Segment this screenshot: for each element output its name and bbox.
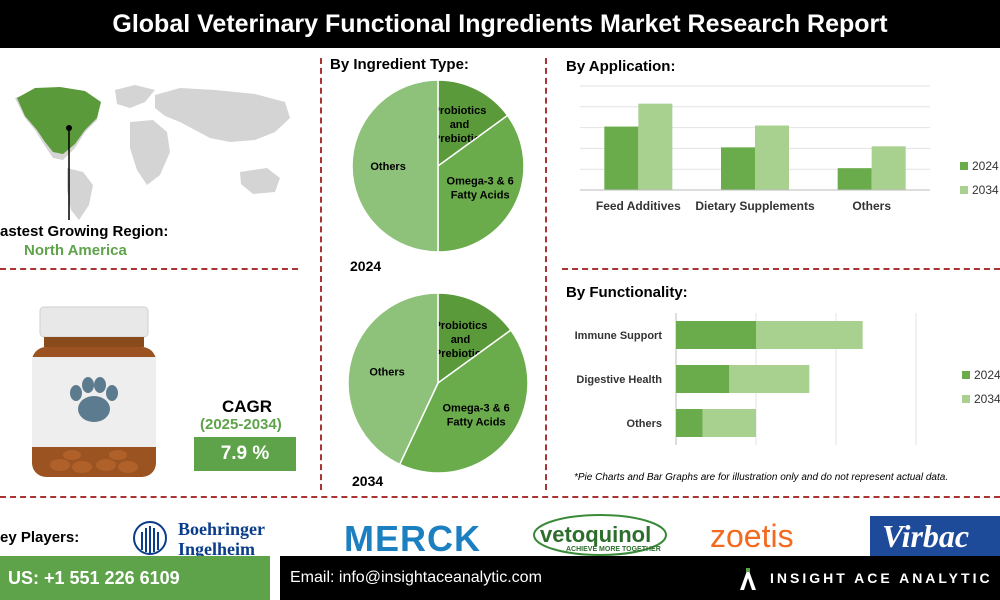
functionality-bar-chart: Immune Support Digestive Health Others 2024… — [575, 313, 1000, 445]
insight-ace-logo-icon — [740, 568, 756, 590]
divider-left — [320, 58, 322, 490]
app-bar-2034-2 — [871, 146, 906, 190]
virbac-logo-box: Virbac — [870, 516, 1000, 558]
func-legend-label-2024: 2024 — [974, 368, 1000, 382]
func-legend-swatch-2034 — [962, 395, 970, 403]
pie-slice-omega-3-6-fatty-acids — [398, 329, 529, 474]
pie-section-title: By Ingredient Type: — [330, 56, 469, 73]
func-legend-swatch-2024 — [962, 371, 970, 379]
pie-label-omega-3-6-fatty-acids: Omega-3 & 6 Fatty Acids — [447, 175, 514, 201]
boehringer-logo-line1: Boehringer — [178, 519, 265, 539]
region-label: astest Growing Region: — [0, 223, 169, 240]
func-bar-2024-2 — [676, 409, 703, 437]
supplement-jar — [32, 306, 156, 477]
app-bar-2034-0 — [638, 103, 673, 190]
vetoquinol-logo-ring — [533, 514, 667, 556]
pie-slice-omega-3-6-fatty-acids — [437, 114, 525, 253]
application-title: By Application: — [566, 58, 676, 75]
app-category-label: Dietary Supplements — [695, 199, 815, 213]
pie-year-2034: 2034 — [352, 473, 384, 489]
disclaimer: *Pie Charts and Bar Graphs are for illus… — [574, 472, 949, 483]
zoetis-logo: zoetis — [710, 518, 794, 554]
app-bar-2024-1 — [721, 147, 755, 190]
cagr-value: 7.9 % — [194, 437, 296, 471]
pie-slice-others — [347, 292, 439, 466]
key-players-label: ey Players: — [0, 529, 80, 546]
divider-region — [0, 268, 298, 270]
phone-bar: US: +1 551 226 6109 — [0, 556, 270, 600]
cagr-years: (2025-2034) — [200, 416, 282, 433]
func-category-label: Immune Support — [575, 330, 663, 342]
app-category-label: Others — [852, 199, 891, 213]
func-bar-2034-2 — [702, 409, 756, 437]
app-category-label: Feed Additives — [596, 199, 681, 213]
app-legend-label-2034: 2034 — [972, 183, 999, 197]
divider-bottom — [0, 496, 1000, 498]
divider-charts — [562, 268, 1000, 270]
brand-name: INSIGHT ACE ANALYTIC — [770, 570, 993, 586]
application-bar-chart: Feed Additives Dietary Supplements Others 2… — [580, 85, 999, 213]
app-bar-2024-2 — [837, 168, 872, 190]
pie-slice-others — [351, 79, 439, 253]
func-bar-2024-1 — [676, 365, 730, 393]
app-bar-2024-0 — [604, 126, 639, 190]
region-value: North America — [24, 242, 127, 259]
phone-number[interactable]: US: +1 551 226 6109 — [8, 568, 180, 588]
virbac-logo: Virbac — [882, 518, 970, 554]
func-legend-label-2034: 2034 — [974, 392, 1000, 406]
pie-slice-probiotics-and-prebiotics — [437, 292, 512, 385]
func-category-label: Digestive Health — [576, 374, 662, 386]
pie-label-others: Others — [369, 367, 404, 379]
merck-logo: MERCK — [344, 518, 481, 559]
pie-slice-probiotics-and-prebiotics — [437, 79, 509, 168]
functionality-title: By Functionality: — [566, 284, 688, 301]
app-legend-label-2024: 2024 — [972, 159, 999, 173]
boehringer-logo-line2: Ingelheim — [178, 539, 256, 559]
boehringer-logo: Boehringer Ingelheim — [178, 519, 265, 559]
app-bar-2034-1 — [755, 125, 789, 190]
pie-label-omega-3-6-fatty-acids: Omega-3 & 6 Fatty Acids — [443, 403, 510, 429]
app-legend-swatch-2034 — [960, 186, 968, 194]
report-title: Global Veterinary Functional Ingredients… — [0, 0, 1000, 48]
email-bar: Email: info@insightaceanalytic.com INSIG… — [280, 556, 1000, 600]
vetoquinol-tagline: ACHIEVE MORE TOGETHER — [566, 546, 661, 553]
vetoquinol-logo: vetoquinol — [540, 522, 652, 547]
north-america-highlight — [17, 87, 101, 154]
divider-right — [545, 58, 547, 490]
pie-year-2024: 2024 — [350, 258, 382, 274]
func-bar-2034-0 — [756, 321, 863, 349]
func-bar-2024-0 — [676, 321, 756, 349]
func-category-label: Others — [627, 418, 662, 430]
cagr-label: CAGR — [222, 397, 273, 416]
app-legend-swatch-2024 — [960, 162, 968, 170]
email-address[interactable]: Email: info@insightaceanalytic.com — [290, 569, 542, 586]
world-map — [15, 85, 290, 220]
boehringer-logo-icon — [133, 521, 167, 555]
pie-label-others: Others — [370, 161, 405, 173]
paw-icon — [70, 377, 118, 422]
func-bar-2034-1 — [729, 365, 810, 393]
